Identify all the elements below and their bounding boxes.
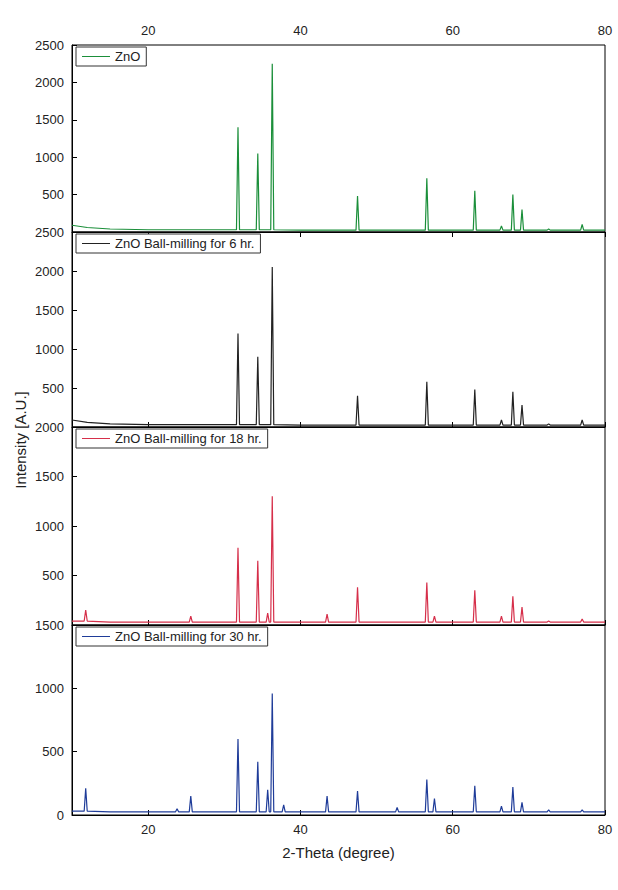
svg-text:1000: 1000	[35, 342, 64, 357]
svg-text:2500: 2500	[35, 38, 64, 53]
svg-text:500: 500	[42, 744, 64, 759]
svg-text:ZnO Ball-milling for 30 hr.: ZnO Ball-milling for 30 hr.	[115, 629, 262, 644]
svg-text:40: 40	[293, 822, 307, 837]
svg-text:60: 60	[445, 822, 459, 837]
svg-text:0: 0	[57, 808, 64, 823]
svg-text:500: 500	[42, 568, 64, 583]
svg-text:80: 80	[598, 822, 612, 837]
svg-text:ZnO Ball-milling for 6 hr.: ZnO Ball-milling for 6 hr.	[115, 236, 254, 251]
svg-text:80: 80	[598, 23, 612, 38]
svg-text:2-Theta (degree): 2-Theta (degree)	[282, 844, 395, 861]
svg-text:20: 20	[141, 822, 155, 837]
svg-text:1000: 1000	[35, 681, 64, 696]
svg-text:1000: 1000	[35, 519, 64, 534]
svg-text:60: 60	[445, 23, 459, 38]
svg-text:1500: 1500	[35, 112, 64, 127]
svg-text:1500: 1500	[35, 303, 64, 318]
svg-text:20: 20	[141, 23, 155, 38]
svg-text:2000: 2000	[35, 75, 64, 90]
svg-text:ZnO Ball-milling for 18 hr.: ZnO Ball-milling for 18 hr.	[115, 431, 262, 446]
svg-text:1000: 1000	[35, 150, 64, 165]
svg-text:Intensity [A.U.]: Intensity [A.U.]	[12, 391, 29, 489]
svg-text:500: 500	[42, 381, 64, 396]
svg-text:ZnO: ZnO	[115, 49, 140, 64]
svg-text:1500: 1500	[35, 618, 64, 633]
svg-text:2500: 2500	[35, 225, 64, 240]
svg-text:500: 500	[42, 187, 64, 202]
svg-text:2000: 2000	[35, 420, 64, 435]
svg-text:1500: 1500	[35, 469, 64, 484]
svg-text:2000: 2000	[35, 264, 64, 279]
svg-text:40: 40	[293, 23, 307, 38]
